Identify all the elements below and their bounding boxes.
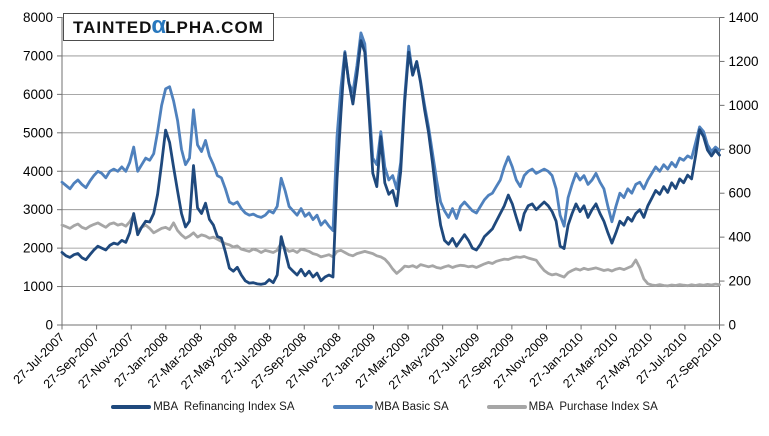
left-axis-tick-label: 4000 [23,164,53,179]
basic-series-line [60,31,721,233]
purchase-line-swatch [486,405,527,409]
right-axis-tick-label: 1200 [729,54,759,69]
left-axis-tick-label: 7000 [23,48,53,63]
x-axis-labels: 27-Jul-200727-Sep-200727-Nov-200727-Jan-… [11,325,725,392]
left-axis-tick-label: 3000 [23,202,53,217]
refinancing-series-line [60,39,721,286]
logo-alpha-glyph: α [151,12,167,39]
right-axis-tick-label: 1000 [729,98,759,113]
legend-label-refinancing: MBA Refinancing Index SA [153,401,295,413]
right-axis-tick-label: 0 [729,318,737,333]
gridlines [62,17,720,287]
refinancing-line-swatch [111,405,152,409]
legend-item-basic: MBA Basic SA [332,401,449,413]
right-axis-tick-label: 400 [729,230,752,245]
legend-item-purchase: MBA Purchase Index SA [486,401,658,413]
logo-text-right: LPHA.COM [165,17,264,37]
left-axis-tick-label: 1000 [23,279,53,294]
right-axis-tick-label: 800 [729,142,752,157]
tainted-alpha-logo: TAINTED α LPHA.COM [63,13,274,41]
left-axis-tick-label: 5000 [23,125,53,140]
left-axis-tick-label: 0 [45,318,53,333]
right-axis-tick-label: 200 [729,274,752,289]
left-axis-tick-label: 8000 [23,10,53,25]
purchase-series-line [60,213,721,288]
left-axis-labels: 0 1000 2000 3000 4000 5000 6000 7000 8000 [23,10,62,333]
logo-text-left: TAINTED [73,17,153,37]
left-axis-tick-label: 2000 [23,241,53,256]
left-axis-tick-label: 6000 [23,87,53,102]
legend-label-purchase: MBA Purchase Index SA [528,401,658,413]
legend-label-basic: MBA Basic SA [374,401,449,413]
legend-item-refinancing: MBA Refinancing Index SA [111,401,295,413]
right-axis-labels: 0 200 400 600 800 1000 1200 1400 [719,10,759,333]
right-axis-tick-label: 1400 [729,10,759,25]
basic-line-swatch [332,405,373,409]
right-axis-tick-label: 600 [729,186,752,201]
chart-legend: MBA Refinancing Index SA MBA Basic SA MB… [0,401,769,413]
